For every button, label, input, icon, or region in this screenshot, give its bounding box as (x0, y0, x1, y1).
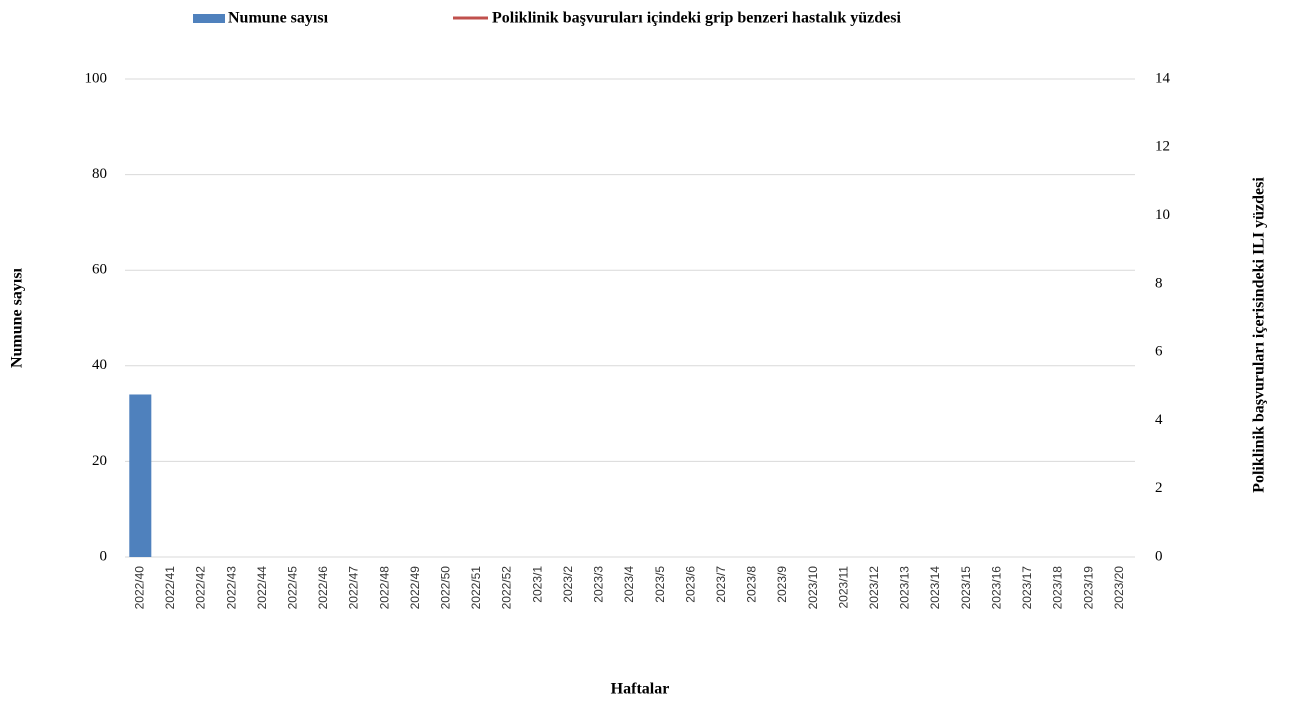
x-tick-label: 2022/47 (347, 566, 361, 610)
x-tick-label: 2023/8 (745, 566, 759, 603)
x-tick-label: 2023/2 (561, 566, 575, 603)
x-tick-label: 2023/7 (714, 566, 728, 603)
x-tick-label: 2023/17 (1020, 566, 1034, 610)
x-tick-label: 2023/9 (775, 566, 789, 603)
x-tick-label: 2023/19 (1081, 566, 1095, 610)
y-axis-title: Numune sayısı (9, 267, 26, 368)
x-tick-label: 2023/15 (959, 566, 973, 610)
x-tick-label: 2022/50 (439, 566, 453, 610)
x-tick-label: 2023/14 (928, 566, 942, 610)
legend-label: Numune sayısı (228, 10, 329, 27)
x-tick-label: 2022/48 (377, 566, 391, 610)
y2-tick-label: 12 (1155, 139, 1170, 155)
x-tick-label: 2023/6 (683, 566, 697, 603)
y2-tick-label: 2 (1155, 480, 1163, 496)
x-tick-label: 2023/18 (1051, 566, 1065, 610)
y-tick-label: 40 (92, 357, 107, 373)
y-tick-label: 20 (92, 453, 107, 469)
y2-axis-title: Poliklinik başvuruları içerisindeki ILI … (1251, 177, 1268, 493)
x-tick-label: 2022/41 (163, 566, 177, 610)
x-axis-title: Haftalar (611, 681, 670, 698)
x-tick-label: 2022/52 (500, 566, 514, 610)
y-tick-label: 80 (92, 166, 107, 182)
x-tick-label: 2023/11 (836, 566, 850, 609)
x-tick-label: 2023/4 (622, 566, 636, 603)
x-tick-label: 2022/45 (286, 566, 300, 610)
y2-tick-label: 4 (1155, 412, 1163, 428)
y2-tick-label: 8 (1155, 275, 1163, 291)
x-tick-label: 2023/12 (867, 566, 881, 610)
x-tick-label: 2022/43 (224, 566, 238, 610)
x-tick-label: 2023/20 (1112, 566, 1126, 610)
x-tick-label: 2022/46 (316, 566, 330, 610)
x-tick-label: 2023/1 (530, 566, 544, 603)
x-tick-label: 2022/44 (255, 566, 269, 610)
y-tick-label: 60 (92, 262, 107, 278)
y-tick-label: 100 (85, 70, 108, 86)
x-tick-label: 2022/51 (469, 566, 483, 610)
legend-label: Poliklinik başvuruları içindeki grip ben… (492, 10, 902, 27)
x-tick-label: 2022/42 (194, 566, 208, 610)
y-tick-label: 0 (100, 548, 108, 564)
y2-tick-label: 0 (1155, 548, 1163, 564)
x-tick-label: 2023/5 (653, 566, 667, 603)
bar (129, 394, 152, 557)
x-tick-label: 2023/16 (989, 566, 1003, 610)
x-tick-label: 2022/40 (132, 566, 146, 610)
x-tick-label: 2023/13 (898, 566, 912, 610)
legend-swatch (193, 14, 225, 23)
y2-tick-label: 14 (1155, 70, 1171, 86)
x-tick-label: 2022/49 (408, 566, 422, 610)
x-tick-label: 2023/10 (806, 566, 820, 610)
y2-tick-label: 6 (1155, 344, 1163, 360)
x-tick-label: 2023/3 (592, 566, 606, 603)
y2-tick-label: 10 (1155, 207, 1170, 223)
